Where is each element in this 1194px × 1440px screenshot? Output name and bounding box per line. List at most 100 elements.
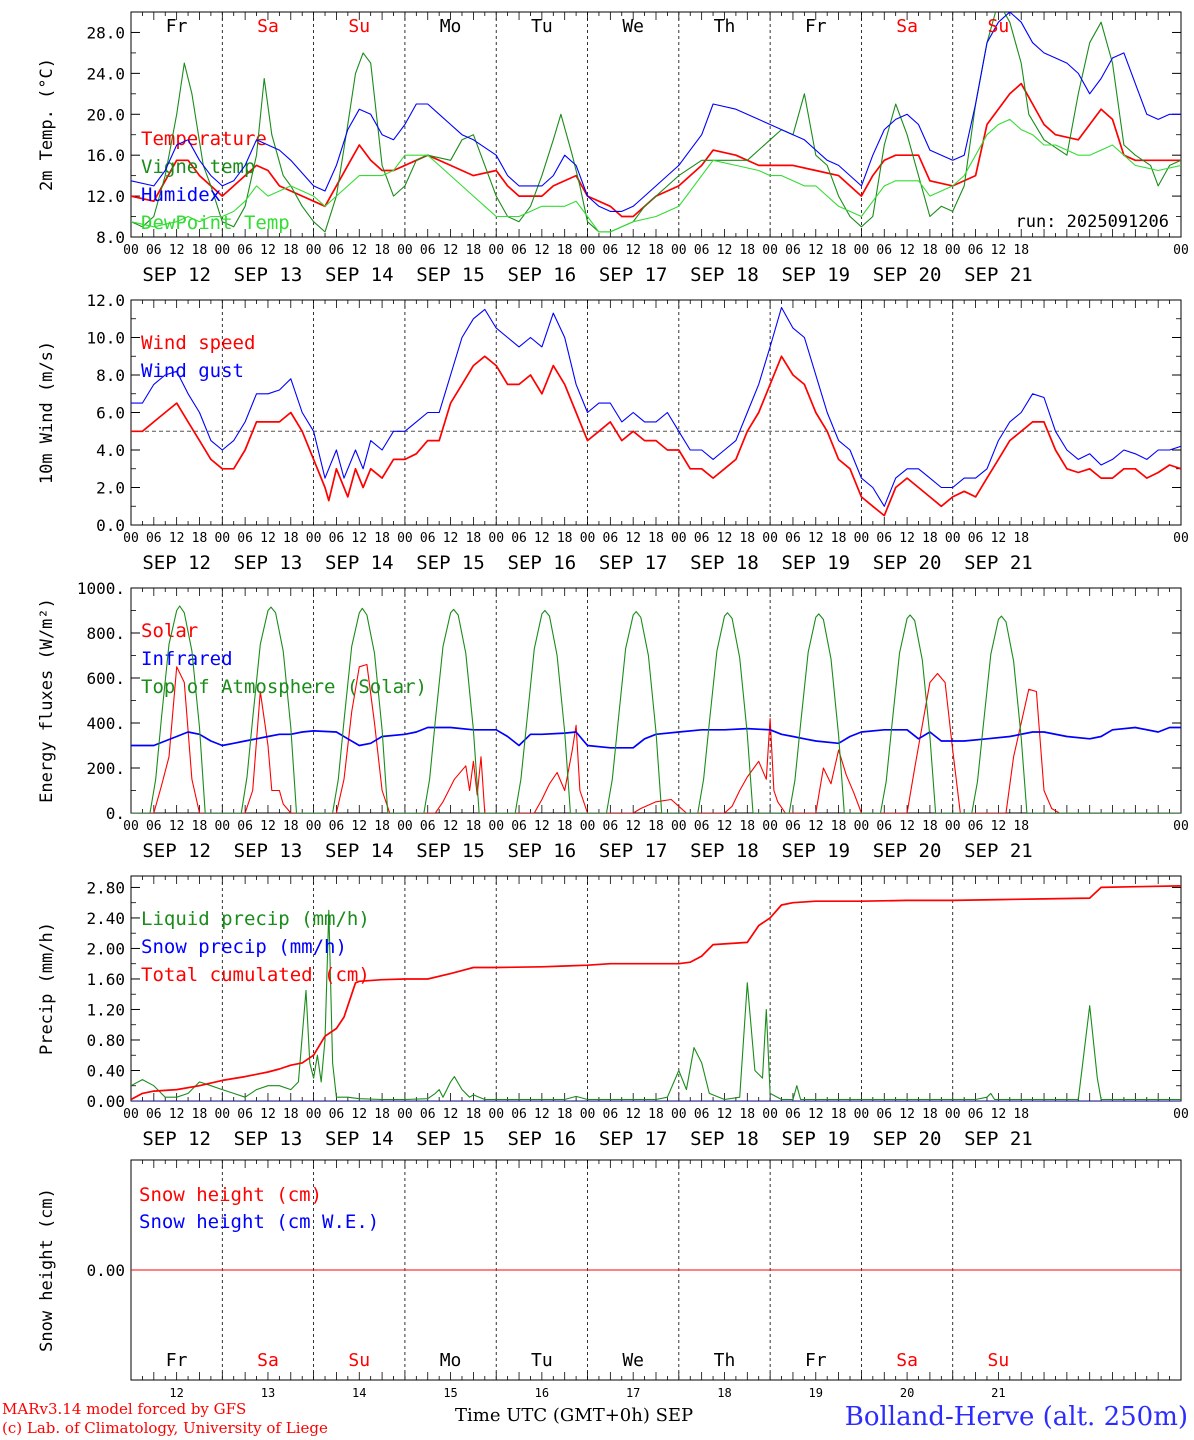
hour-tick-label: 06 [511,1107,527,1122]
hour-tick-label: 00 [762,531,778,546]
date-label: SEP 21 [964,1128,1033,1150]
y-tick-label: 16.0 [86,146,125,165]
weekday-label: Sa [257,1350,279,1371]
day-number-label: 16 [535,1386,549,1400]
hour-tick-label: 00 [762,243,778,258]
hour-tick-label: 12 [260,243,276,258]
hour-tick-label: 18 [192,243,208,258]
y-tick-label: 8.0 [96,228,125,247]
hour-tick-label: 18 [374,243,390,258]
hour-tick-label: 18 [1013,1107,1029,1122]
legend-entry: Snow height (cm W.E.) [139,1211,379,1233]
date-label: SEP 12 [142,840,211,862]
hour-tick-label: 06 [694,243,710,258]
hour-tick-label: 06 [420,1107,436,1122]
station-name: Bolland-Herve (alt. 250m) [844,1402,1188,1432]
panel-2: 0.0 2.0 4.0 6.0 8.0 10.0 12.0 10m Wind (m/s) Win… [37,291,1189,574]
y-tick-label: 8.0 [96,366,125,385]
hour-tick-label: 18 [922,243,938,258]
hour-tick-label: 06 [146,819,162,834]
hour-tick-label: 18 [557,531,573,546]
hour-tick-label: 18 [1013,531,1029,546]
date-label: SEP 14 [325,264,394,286]
hour-tick-label: 18 [648,819,664,834]
hour-tick-label: 12 [443,243,459,258]
date-label: SEP 12 [142,552,211,574]
y-axis-label: 2m Temp. (°C) [37,58,57,191]
y-tick-label: 0.00 [86,1092,125,1111]
date-label: SEP 19 [781,264,850,286]
date-label: SEP 13 [234,552,303,574]
hour-tick-label: 06 [603,531,619,546]
hour-tick-label: 06 [329,243,345,258]
hour-tick-label: 12 [991,1107,1007,1122]
date-label: SEP 17 [599,552,668,574]
hour-tick-label: 06 [785,243,801,258]
legend-entry: Total cumulated (cm) [141,964,370,986]
date-label: SEP 19 [781,552,850,574]
y-tick-label: 0.40 [86,1061,125,1080]
hour-tick-label: 12 [899,243,915,258]
date-label: SEP 12 [142,264,211,286]
weekday-label: We [622,16,644,37]
series-line-4 [131,118,1181,233]
hour-tick-label: 12 [991,531,1007,546]
y-tick-label: 1000. [77,579,125,598]
hour-tick-label: 00 [123,243,139,258]
legend-entry: Temperature [141,128,267,150]
hour-tick-label: 06 [146,243,162,258]
date-label: SEP 20 [873,264,942,286]
hour-tick-label: 12 [351,531,367,546]
legend-entry: Humidex [141,184,221,206]
hour-tick-label: 00 [306,819,322,834]
legend-entry: Wind gust [141,360,244,382]
hour-tick-label: 18 [374,1107,390,1122]
y-tick-label: 10.0 [86,329,125,348]
y-tick-label: 4.0 [96,441,125,460]
date-label: SEP 17 [599,264,668,286]
hour-tick-label: 06 [146,531,162,546]
hour-tick-label: 06 [968,243,984,258]
hour-tick-label: 06 [237,819,253,834]
hour-tick-label: 12 [899,531,915,546]
hour-tick-label: 12 [351,1107,367,1122]
hour-tick-label: 00 [123,819,139,834]
hour-tick-label: 12 [260,1107,276,1122]
day-number-label: 19 [809,1386,823,1400]
hour-tick-label: 18 [283,1107,299,1122]
hour-tick-label: 00 [123,1107,139,1122]
day-number-label: 20 [900,1386,914,1400]
legend-entry: Solar [141,620,198,642]
weekday-label: Su [988,1350,1010,1371]
hour-tick-label: 12 [534,531,550,546]
hour-tick-label: 12 [169,1107,185,1122]
date-label: SEP 16 [508,552,577,574]
legend-entry: Top of Atmosphere (Solar) [141,676,427,698]
date-label: SEP 17 [599,1128,668,1150]
y-tick-label: 2.00 [86,939,125,958]
hour-tick-label: 00 [214,243,230,258]
y-tick-label: 2.80 [86,878,125,897]
hour-tick-label: 12 [443,819,459,834]
hour-tick-label: 18 [648,1107,664,1122]
hour-tick-label: 06 [420,531,436,546]
hour-tick-label: 18 [831,819,847,834]
hour-tick-label: 06 [603,243,619,258]
hour-tick-label: 06 [694,531,710,546]
plot-frame [130,299,1182,526]
y-tick-label: 2.0 [96,479,125,498]
hour-tick-label: 06 [968,819,984,834]
hour-tick-label: 00 [945,243,961,258]
hour-tick-label: 12 [443,531,459,546]
date-label: SEP 14 [325,840,394,862]
hour-tick-label: 12 [717,1107,733,1122]
hour-tick-label: 00 [306,1107,322,1122]
series-line-2 [131,726,1181,749]
weekday-label: Mo [440,16,462,37]
series-line-1 [131,909,1181,1101]
date-label: SEP 21 [964,264,1033,286]
y-tick-label: 2.40 [86,909,125,928]
weekday-label: Mo [440,1350,462,1371]
hour-tick-label: 06 [511,243,527,258]
